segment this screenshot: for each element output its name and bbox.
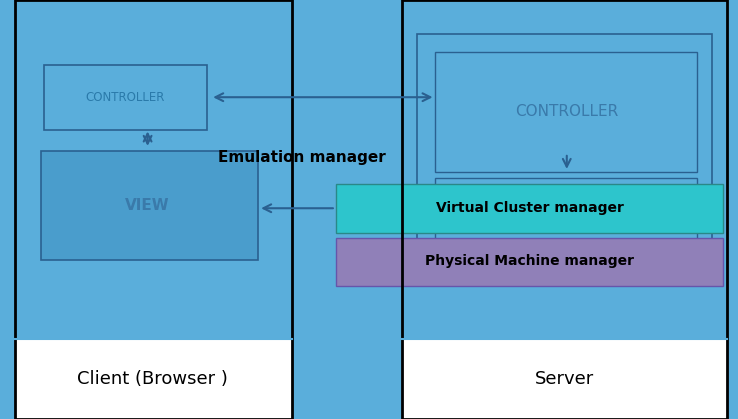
Bar [15, 0, 292, 419]
Bar [336, 184, 723, 233]
Bar [435, 52, 697, 172]
Text: Emulation manager: Emulation manager [218, 150, 385, 165]
Text: Physical Machine manager: Physical Machine manager [425, 254, 635, 269]
Text: Client (Browser ): Client (Browser ) [77, 370, 228, 388]
Text: MODEL: MODEL [542, 207, 592, 222]
Bar [402, 0, 727, 419]
Text: CONTROLLER: CONTROLLER [515, 104, 618, 119]
Bar [417, 34, 712, 253]
Bar [44, 65, 207, 130]
Text: VIEW: VIEW [125, 198, 170, 213]
Text: CONTROLLER: CONTROLLER [86, 91, 165, 104]
Text: Server: Server [535, 370, 594, 388]
Bar [15, 339, 292, 419]
Bar [435, 178, 697, 251]
Bar [41, 151, 258, 260]
Bar [336, 238, 723, 286]
Text: Virtual Cluster manager: Virtual Cluster manager [436, 201, 624, 215]
Bar [402, 339, 727, 419]
